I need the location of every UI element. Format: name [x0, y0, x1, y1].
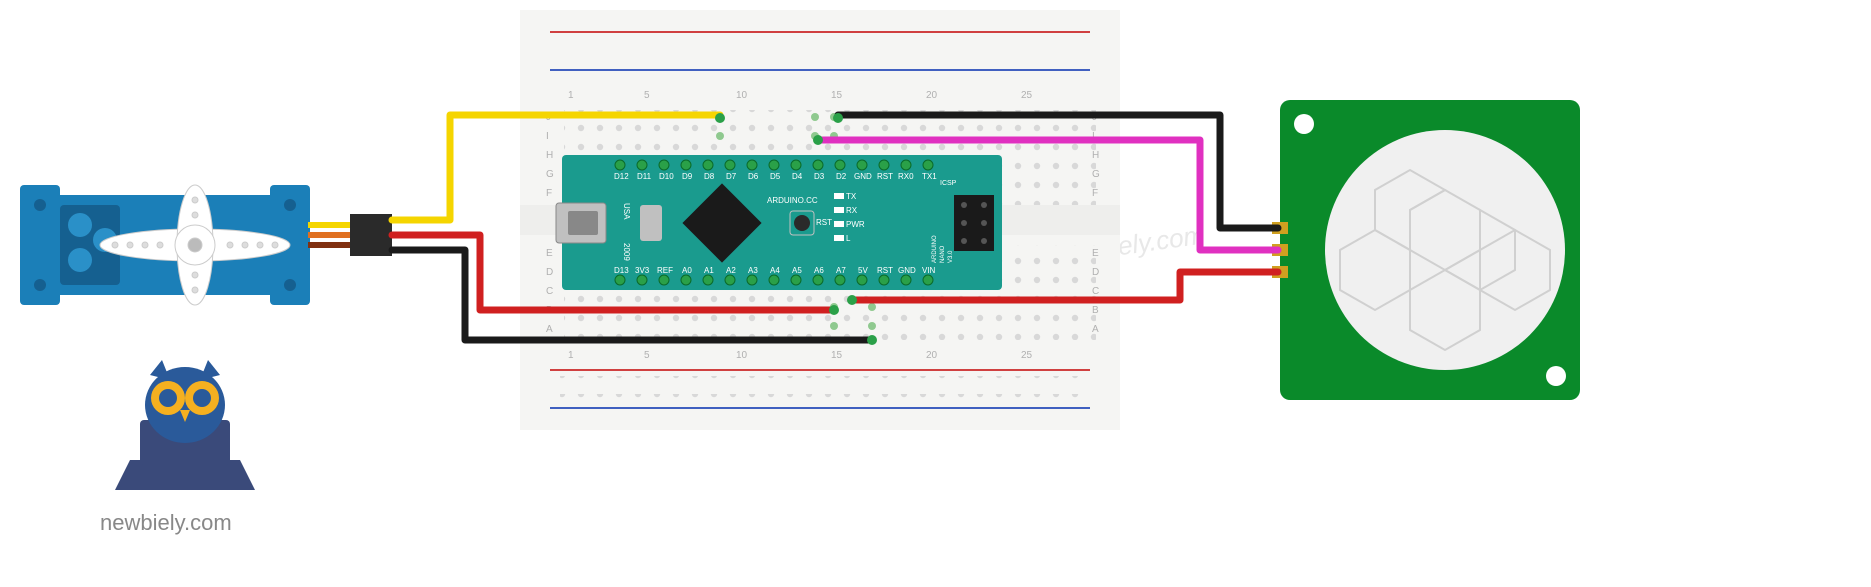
svg-text:25: 25: [1021, 350, 1033, 361]
svg-text:1: 1: [568, 90, 574, 101]
svg-text:H: H: [546, 150, 553, 161]
svg-text:C: C: [546, 286, 553, 297]
svg-text:3V3: 3V3: [635, 266, 650, 275]
pir-sensor: [1272, 100, 1580, 400]
svg-text:D6: D6: [748, 172, 759, 181]
svg-text:A7: A7: [836, 266, 846, 275]
svg-text:TX1: TX1: [922, 172, 937, 181]
svg-text:RX: RX: [846, 206, 858, 215]
label-icsp: ICSP: [940, 180, 957, 187]
svg-text:5: 5: [644, 90, 650, 101]
svg-text:D7: D7: [726, 172, 737, 181]
svg-text:20: 20: [926, 90, 938, 101]
svg-text:TX: TX: [846, 192, 857, 201]
svg-text:D12: D12: [614, 172, 629, 181]
svg-text:A4: A4: [770, 266, 780, 275]
svg-text:D10: D10: [659, 172, 674, 181]
svg-text:D3: D3: [814, 172, 825, 181]
svg-text:10: 10: [736, 90, 748, 101]
svg-text:A6: A6: [814, 266, 824, 275]
svg-text:D9: D9: [682, 172, 693, 181]
label-2009: 2009: [622, 243, 631, 261]
svg-text:F: F: [546, 188, 552, 199]
label-usa: USA: [622, 203, 631, 220]
svg-text:25: 25: [1021, 90, 1033, 101]
svg-text:10: 10: [736, 350, 748, 361]
svg-text:A0: A0: [682, 266, 692, 275]
pin-labels-bottom: D13 3V3 REF A0 A1 A2 A3 A4 A5 A6 A7 5V RST GND VIN: [614, 266, 936, 275]
svg-text:ARDUINO: ARDUINO: [932, 235, 938, 263]
servo-motor: [20, 185, 392, 305]
logo-text: newbiely.com: [100, 510, 232, 535]
svg-text:D5: D5: [770, 172, 781, 181]
svg-text:D11: D11: [637, 172, 652, 181]
svg-text:VIN: VIN: [922, 266, 936, 275]
diagram-svg: 1 5 10 15 20 25 1 5 10 15 20 25 J I H G …: [0, 0, 1871, 587]
svg-text:A: A: [546, 324, 553, 335]
wiring-diagram: newbiely.com newbiely.com newbiely.com n…: [0, 0, 1871, 587]
svg-text:5V: 5V: [858, 266, 868, 275]
svg-text:5: 5: [644, 350, 650, 361]
label-rst: RST: [816, 218, 832, 227]
bottom-pins: [615, 275, 933, 285]
svg-text:L: L: [846, 234, 851, 243]
svg-text:I: I: [546, 131, 549, 142]
servo-connector: [308, 214, 392, 256]
svg-text:A3: A3: [748, 266, 758, 275]
svg-text:D4: D4: [792, 172, 803, 181]
svg-text:D2: D2: [836, 172, 847, 181]
svg-text:GND: GND: [898, 266, 916, 275]
svg-text:1: 1: [568, 350, 574, 361]
svg-text:GND: GND: [854, 172, 872, 181]
svg-text:D8: D8: [704, 172, 715, 181]
svg-text:D13: D13: [614, 266, 629, 275]
svg-text:V3.0: V3.0: [948, 250, 954, 263]
svg-text:15: 15: [831, 350, 843, 361]
svg-text:A5: A5: [792, 266, 802, 275]
top-pins: [615, 160, 933, 170]
svg-text:20: 20: [926, 350, 938, 361]
svg-text:G: G: [546, 169, 554, 180]
svg-text:A1: A1: [704, 266, 714, 275]
svg-text:RX0: RX0: [898, 172, 914, 181]
label-arduino-cc: ARDUINO.CC: [767, 196, 818, 205]
svg-text:E: E: [546, 248, 553, 259]
svg-text:RST: RST: [877, 172, 893, 181]
owl-logo: newbiely.com: [100, 360, 255, 535]
svg-text:A2: A2: [726, 266, 736, 275]
svg-text:D: D: [546, 267, 553, 278]
svg-text:PWR: PWR: [846, 220, 865, 229]
svg-text:15: 15: [831, 90, 843, 101]
svg-text:NANO: NANO: [940, 245, 946, 263]
svg-text:REF: REF: [657, 266, 673, 275]
arduino-nano: D12 D11 D10 D9 D8 D7 D6 D5 D4 D3 D2 GND RST RX0 TX…: [556, 155, 1002, 290]
svg-text:RST: RST: [877, 266, 893, 275]
pin-labels-top: D12 D11 D10 D9 D8 D7 D6 D5 D4 D3 D2 GND RST RX0 TX…: [614, 172, 937, 181]
